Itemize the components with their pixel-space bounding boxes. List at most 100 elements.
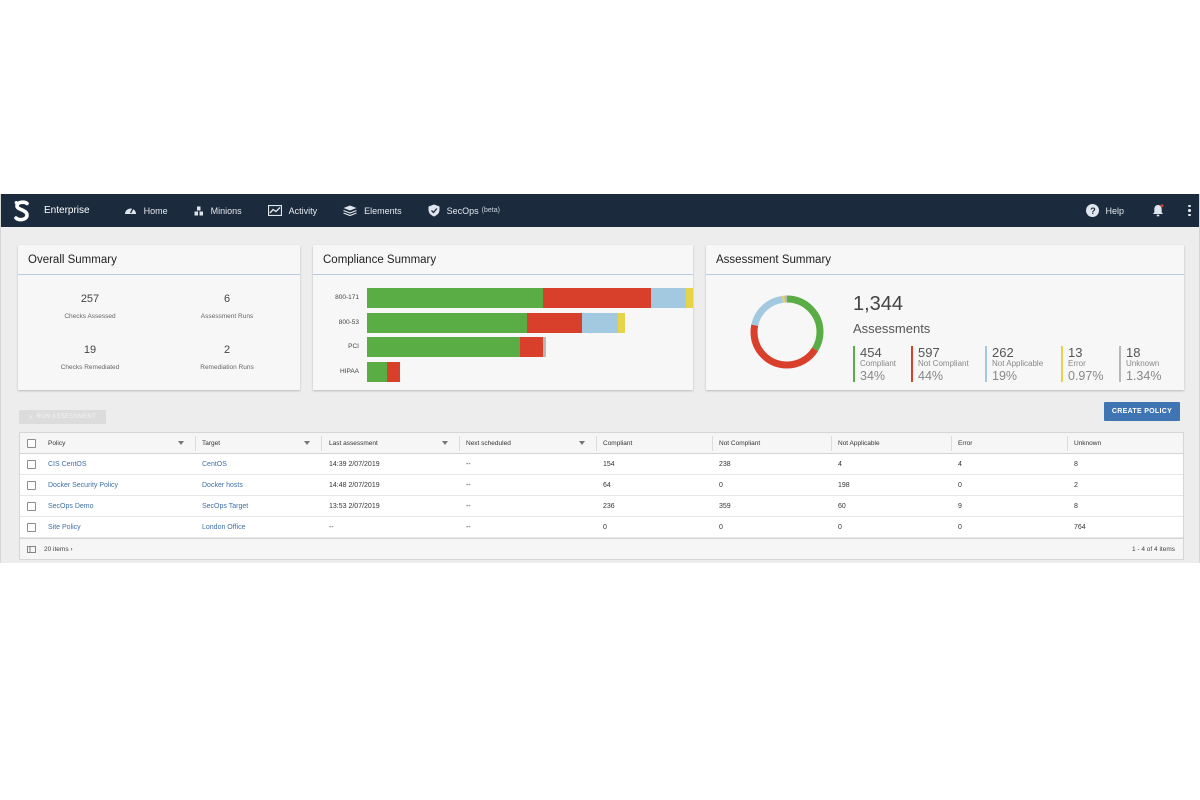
more-menu-icon[interactable] [1188,204,1192,217]
column-divider[interactable] [195,436,196,451]
row-checkbox[interactable] [27,523,36,532]
column-divider[interactable] [712,436,713,451]
table-row[interactable]: CIS CentOS CentOS 14:39 2/07/2019 -- 154 238 4… [20,454,1183,475]
legend-value: 18 [1126,345,1141,360]
cell-target-link[interactable]: London Office [202,524,246,531]
row-checkbox[interactable] [27,502,36,511]
col-header-target[interactable]: Target [202,440,221,447]
cell-compliant: 0 [603,524,607,531]
nav-minions[interactable]: Minions [194,206,242,216]
col-header-policy[interactable]: Policy [48,440,66,447]
row-checkbox[interactable] [27,460,36,469]
overall-summary-card: Overall Summary 257 Checks Assessed 6 As… [18,245,300,390]
assessment-summary-title: Assessment Summary [706,245,1184,275]
bar-segment-compliant[interactable] [367,337,521,357]
col-header-error[interactable]: Error [958,440,973,447]
col-header-unknown[interactable]: Unknown [1074,440,1102,447]
cell-unknown: 8 [1074,503,1078,510]
col-header-compliant[interactable]: Compliant [603,440,633,447]
bar-segment-error[interactable] [686,288,693,308]
nav-secops[interactable]: SecOps (beta) [428,204,500,217]
legend-item-error: 13 Error 0.97% [1061,346,1103,383]
table-row[interactable]: Site Policy London Office -- -- 0 0 0 0 764 [20,517,1183,538]
column-divider[interactable] [951,436,952,451]
cell-not-applicable: 198 [838,482,850,489]
page-size-selector[interactable]: 20 items › [44,546,73,553]
donut-slice-unknown[interactable] [750,295,824,369]
app-window: Enterprise Home Minions Activity [0,194,1200,563]
nav-elements-label: Elements [364,205,402,216]
page-size-label: 20 items [44,546,69,553]
filter-funnel-icon[interactable] [442,441,448,445]
cell-last-assessment: -- [329,524,334,531]
stacked-bar-HIPAA[interactable] [367,361,400,382]
cell-next-scheduled: -- [466,461,471,468]
filter-funnel-icon[interactable] [178,441,184,445]
nav-activity[interactable]: Activity [267,205,317,216]
col-header-not-compliant[interactable]: Not Compliant [719,440,761,447]
minions-icon [194,206,203,215]
help-button[interactable]: ? Help [1086,204,1124,217]
bar-segment-not-compliant[interactable] [543,288,651,308]
column-divider[interactable] [321,436,322,451]
stacked-bar-800-171[interactable] [367,288,693,308]
create-policy-button[interactable]: CREATE POLICY [1104,402,1180,421]
column-divider[interactable] [1067,436,1068,451]
cell-target-link[interactable]: Docker hosts [202,482,243,489]
column-divider[interactable] [459,436,460,451]
legend-percent: 1.34% [1126,369,1162,383]
col-header-not-applicable[interactable]: Not Applicable [838,440,880,447]
cell-target-link[interactable]: SecOps Target [202,503,249,510]
table-row[interactable]: Docker Security Policy Docker hosts 14:48 … [20,475,1183,496]
row-checkbox[interactable] [27,481,36,490]
filter-funnel-icon[interactable] [304,441,310,445]
table-footer: 20 items › 1 - 4 of 4 items [20,538,1183,559]
help-question-icon: ? [1086,204,1100,217]
compliance-bar-chart: 800-171 800-53 PCI HIPAA [313,275,693,390]
run-assessment-button[interactable]: ⚡ RUN ASSESSMENT [19,410,106,424]
stacked-bar-800-53[interactable] [367,312,625,333]
col-header-last-assessment[interactable]: Last assessment [329,440,378,447]
cell-unknown: 2 [1074,482,1078,489]
filter-funnel-icon[interactable] [579,441,585,445]
cell-target-link[interactable]: CentOS [202,461,227,468]
legend-item-compliant: 454 Compliant 34% [853,346,896,383]
column-chooser-icon[interactable] [27,546,36,553]
cell-last-assessment: 13:53 2/07/2019 [329,503,380,510]
bar-segment-not-compliant[interactable] [386,361,400,382]
cell-not-compliant: 238 [719,461,731,468]
cell-policy-link[interactable]: Site Policy [48,524,81,531]
column-divider[interactable] [596,436,597,451]
cell-policy-link[interactable]: Docker Security Policy [48,482,119,489]
legend-percent: 34% [860,369,886,383]
col-header-next-scheduled[interactable]: Next scheduled [466,440,511,447]
stat-label: Checks Remediated [60,364,120,371]
cell-last-assessment: 14:39 2/07/2019 [329,461,380,468]
nav-elements[interactable]: Elements [343,205,402,216]
assessment-donut-chart [750,295,824,369]
bar-segment-unknown[interactable] [543,337,547,357]
saltstack-logo-icon[interactable] [13,199,31,222]
bar-segment-compliant[interactable] [367,361,387,382]
cell-policy-link[interactable]: CIS CentOS [48,461,87,468]
stacked-bar-PCI[interactable] [367,337,547,357]
table-row[interactable]: SecOps Demo SecOps Target 13:53 2/07/2019 -… [20,496,1183,517]
cell-policy-link[interactable]: SecOps Demo [48,503,94,510]
stat-label: Checks Assessed [64,313,116,320]
cell-last-assessment: 14:48 2/07/2019 [329,482,380,489]
bar-segment-compliant[interactable] [367,312,527,333]
play-icon: ⚡ [28,414,34,421]
bar-segment-not-compliant[interactable] [520,337,544,357]
bar-segment-error[interactable] [618,312,625,333]
bar-segment-not-applicable[interactable] [582,312,618,333]
column-divider[interactable] [831,436,832,451]
bar-segment-compliant[interactable] [367,288,544,308]
select-all-checkbox[interactable] [27,439,36,448]
compliance-summary-card: Compliance Summary 800-171 800-53 PCI HIPAA [313,245,693,390]
bell-notification-icon[interactable] [1152,204,1164,217]
nav-home[interactable]: Home [124,205,168,216]
bar-segment-not-applicable[interactable] [650,288,687,308]
cell-compliant: 236 [603,503,615,510]
bar-segment-not-compliant[interactable] [526,312,583,333]
donut-slice-not-compliant[interactable] [750,295,824,369]
